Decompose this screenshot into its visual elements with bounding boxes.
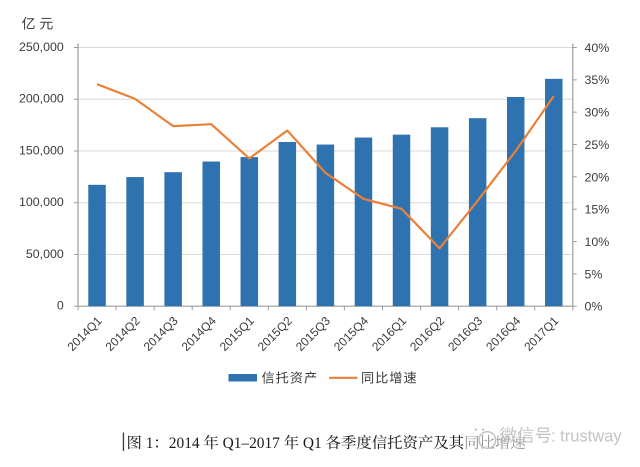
svg-text:2014: 2014 [169, 435, 200, 452]
svg-text:25%: 25% [585, 138, 610, 152]
svg-text:200,000: 200,000 [19, 92, 64, 106]
svg-text:5%: 5% [585, 267, 603, 281]
svg-text:20%: 20% [585, 170, 610, 184]
svg-text:250,000: 250,000 [19, 40, 64, 54]
svg-text:1: 1 [146, 435, 154, 452]
svg-text:30%: 30% [585, 106, 610, 120]
svg-text:Q1–2017: Q1–2017 [223, 435, 281, 452]
svg-text:Q1: Q1 [303, 435, 322, 452]
svg-text:100,000: 100,000 [19, 195, 64, 209]
svg-text:10%: 10% [585, 235, 610, 249]
svg-text:0%: 0% [585, 300, 603, 314]
svg-text:40%: 40% [585, 41, 610, 55]
svg-text:35%: 35% [585, 73, 610, 87]
svg-text:: trustway: : trustway [551, 428, 622, 446]
svg-text:15%: 15% [585, 203, 610, 217]
svg-text:0: 0 [57, 299, 64, 313]
svg-text:150,000: 150,000 [19, 143, 64, 157]
svg-text:50,000: 50,000 [26, 247, 64, 261]
